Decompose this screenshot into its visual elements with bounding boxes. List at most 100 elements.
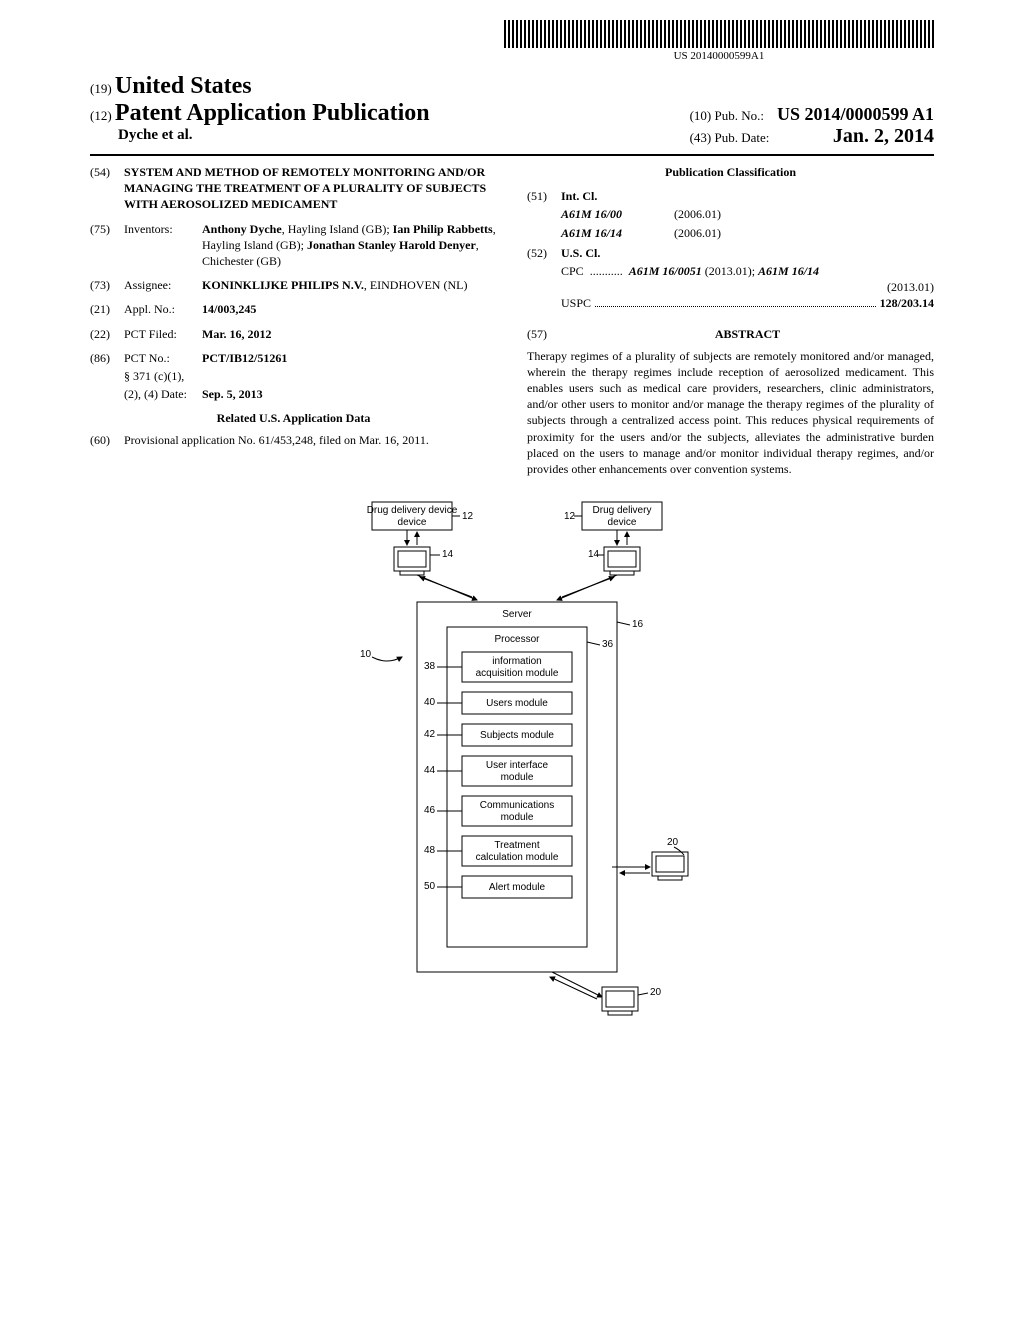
pubno-label: Pub. No.:: [714, 108, 763, 123]
fig-ref-20a: 20: [667, 837, 679, 848]
uscl-label: U.S. Cl.: [561, 245, 934, 261]
svg-text:module: module: [501, 812, 534, 823]
pub-right: (10) Pub. No.: US 2014/0000599 A1 (43) P…: [690, 104, 934, 148]
cpc-line: CPC ........... A61M 16/0051 (2013.01); …: [527, 263, 934, 295]
title-field: (54) SYSTEM AND METHOD OF REMOTELY MONIT…: [90, 164, 497, 213]
svg-text:module: module: [501, 772, 534, 783]
figure-area: .box{fill:#fff;stroke:#000;stroke-width:…: [90, 497, 934, 1057]
barcode-text: US 20140000599A1: [504, 50, 934, 62]
code-54: (54): [90, 164, 124, 213]
intcl-label: Int. Cl.: [561, 188, 934, 204]
cpc-label: CPC: [561, 264, 584, 278]
pctno-label: PCT No.:: [124, 350, 202, 366]
s371-field: § 371 (c)(1),: [90, 368, 497, 384]
assignee-field: (73) Assignee: KONINKLIJKE PHILIPS N.V.,…: [90, 277, 497, 293]
code-10: (10): [690, 108, 712, 123]
abstract-text: Therapy regimes of a plurality of subjec…: [527, 348, 934, 478]
country-name: United States: [115, 73, 252, 99]
intcl-1: A61M 16/00 (2006.01): [527, 206, 934, 222]
fig-ref-50: 50: [424, 881, 436, 892]
code-51: (51): [527, 188, 561, 204]
provisional-value: Provisional application No. 61/453,248, …: [124, 432, 497, 448]
pctno-value: PCT/IB12/51261: [202, 350, 497, 366]
left-column: (54) SYSTEM AND METHOD OF REMOTELY MONIT…: [90, 164, 497, 477]
code-52: (52): [527, 245, 561, 261]
code-22: (22): [90, 326, 124, 342]
svg-text:device: device: [608, 517, 637, 528]
pub-type: Patent Application Publication: [115, 100, 430, 126]
s371-date-field: (2), (4) Date: Sep. 5, 2013: [90, 386, 497, 402]
svg-text:acquisition module: acquisition module: [476, 668, 559, 679]
assignee-label: Assignee:: [124, 277, 202, 293]
patent-page: US 20140000599A1 (19) United States (12)…: [0, 0, 1024, 1077]
code-57: (57): [527, 326, 561, 348]
abstract-heading: ABSTRACT: [561, 326, 934, 342]
fig-ref-44: 44: [424, 765, 436, 776]
pub-left: (12) Patent Application Publication Dych…: [90, 100, 690, 144]
fig-ref-20b: 20: [650, 987, 662, 998]
pctfiled-label: PCT Filed:: [124, 326, 202, 342]
applno-field: (21) Appl. No.: 14/003,245: [90, 301, 497, 317]
uspc-label: USPC: [561, 295, 591, 311]
pubdate-value: Jan. 2, 2014: [833, 125, 934, 148]
inventors-field: (75) Inventors: Anthony Dyche, Hayling I…: [90, 221, 497, 270]
code-19: (19): [90, 81, 112, 96]
fig-alert-label: Alert module: [489, 882, 546, 893]
fig-server-label: Server: [502, 609, 532, 620]
fig-ref-46: 46: [424, 805, 436, 816]
classification-heading: Publication Classification: [527, 164, 934, 180]
pubdate-label: Pub. Date:: [714, 130, 769, 145]
code-75: (75): [90, 221, 124, 270]
intcl2-sym: A61M 16/14: [561, 225, 671, 241]
invention-title: SYSTEM AND METHOD OF REMOTELY MONITORING…: [124, 164, 497, 213]
fig-ref-12a: 12: [462, 511, 474, 522]
code-73: (73): [90, 277, 124, 293]
fig-users-label: Users module: [486, 698, 548, 709]
figure-svg: .box{fill:#fff;stroke:#000;stroke-width:…: [302, 497, 722, 1057]
code-12: (12): [90, 108, 112, 123]
fig-ref-14a: 14: [442, 549, 454, 560]
intcl2-ver: (2006.01): [674, 226, 721, 240]
intcl-field: (51) Int. Cl.: [527, 188, 934, 204]
uspc-line: USPC 128/203.14: [527, 295, 934, 311]
provisional-field: (60) Provisional application No. 61/453,…: [90, 432, 497, 448]
divider-rule: [90, 154, 934, 156]
svg-text:Drug delivery: Drug delivery: [593, 505, 652, 516]
assignee-value: KONINKLIJKE PHILIPS N.V., EINDHOVEN (NL): [202, 277, 497, 293]
inventors-value: Anthony Dyche, Hayling Island (GB); Ian …: [202, 221, 497, 270]
country-line: (19) United States: [90, 73, 934, 100]
svg-text:Treatment: Treatment: [494, 840, 539, 851]
code-86: (86): [90, 350, 124, 366]
fig-ref-38: 38: [424, 661, 436, 672]
right-column: Publication Classification (51) Int. Cl.…: [527, 164, 934, 477]
fig-ref-48: 48: [424, 845, 436, 856]
pub-line: (12) Patent Application Publication Dych…: [90, 100, 934, 148]
fig-ref-40: 40: [424, 697, 436, 708]
intcl1-ver: (2006.01): [674, 207, 721, 221]
fig-ref-16: 16: [632, 619, 644, 630]
uspc-value: 128/203.14: [880, 295, 934, 311]
related-heading: Related U.S. Application Data: [90, 410, 497, 426]
pubno-value: US 2014/0000599 A1: [777, 104, 934, 124]
barcode: US 20140000599A1: [504, 20, 934, 62]
fig-processor-label: Processor: [494, 634, 540, 645]
fig-ref-12b: 12: [564, 511, 576, 522]
barcode-area: US 20140000599A1: [90, 20, 934, 63]
applno-value: 14/003,245: [202, 301, 497, 317]
bib-section: (54) SYSTEM AND METHOD OF REMOTELY MONIT…: [90, 164, 934, 477]
barcode-lines: [504, 20, 934, 48]
s371-date-label: (2), (4) Date:: [124, 386, 202, 402]
svg-text:calculation module: calculation module: [476, 852, 559, 863]
intcl1-sym: A61M 16/00: [561, 206, 671, 222]
fig-ref-10: 10: [360, 649, 372, 660]
fig-subjects-label: Subjects module: [480, 730, 554, 741]
svg-text:Communications: Communications: [480, 800, 554, 811]
fig-ref-42: 42: [424, 729, 436, 740]
header-section: (19) United States (12) Patent Applicati…: [90, 73, 934, 148]
pctno-field: (86) PCT No.: PCT/IB12/51261: [90, 350, 497, 366]
abstract-section: (57) ABSTRACT Therapy regimes of a plura…: [527, 326, 934, 478]
pctfiled-value: Mar. 16, 2012: [202, 326, 497, 342]
fig-drug1-l1: Drug delivery device: [367, 505, 458, 516]
fig-info-l1: information: [492, 656, 541, 667]
s371-date-value: Sep. 5, 2013: [202, 386, 497, 402]
